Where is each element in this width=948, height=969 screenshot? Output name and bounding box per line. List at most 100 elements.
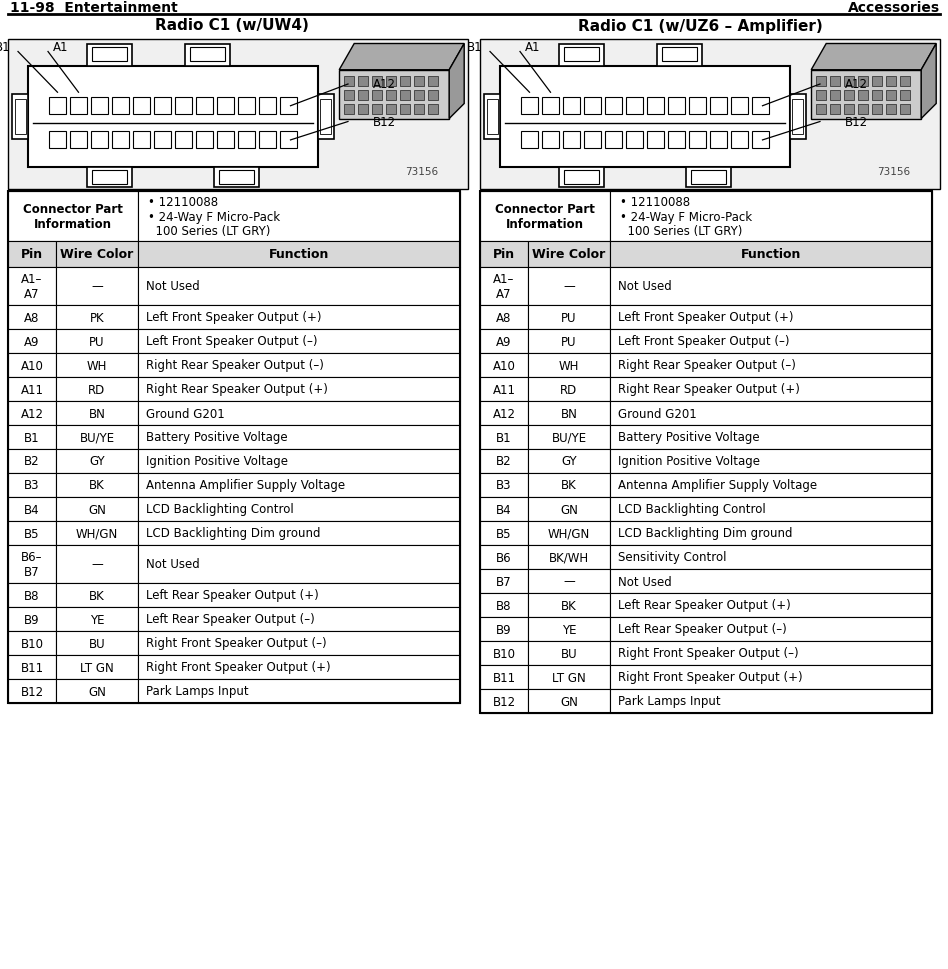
Bar	[480, 570, 528, 593]
Bar	[8, 546, 56, 583]
Bar	[610, 241, 932, 267]
Bar	[386, 90, 396, 101]
Bar	[414, 105, 424, 114]
Bar	[49, 133, 66, 149]
Bar	[8, 40, 468, 190]
Text: B5: B5	[25, 527, 40, 540]
Bar	[196, 98, 213, 115]
Text: B12: B12	[845, 116, 868, 129]
Bar	[414, 77, 424, 86]
Bar	[858, 105, 868, 114]
Text: GN: GN	[560, 503, 578, 516]
Text: B9: B9	[25, 612, 40, 626]
Bar	[8, 497, 56, 521]
Bar	[610, 593, 932, 617]
Bar	[528, 329, 610, 354]
Bar	[858, 77, 868, 86]
Bar	[528, 521, 610, 546]
Text: LCD Backlighting Control: LCD Backlighting Control	[146, 503, 294, 516]
Text: B3: B3	[496, 479, 512, 492]
Text: Sensitivity Control: Sensitivity Control	[618, 551, 726, 564]
Bar	[752, 133, 769, 149]
Bar	[8, 474, 56, 497]
Bar	[428, 77, 438, 86]
Bar	[610, 267, 932, 305]
Bar	[185, 45, 230, 67]
Text: B3: B3	[25, 479, 40, 492]
Text: Right Rear Speaker Output (–): Right Rear Speaker Output (–)	[618, 359, 796, 372]
Text: Right Front Speaker Output (+): Right Front Speaker Output (+)	[618, 671, 803, 684]
Text: Right Rear Speaker Output (–): Right Rear Speaker Output (–)	[146, 359, 324, 372]
Bar	[138, 474, 460, 497]
Bar	[154, 133, 171, 149]
Text: A9: A9	[25, 335, 40, 348]
Bar	[344, 77, 355, 86]
Text: LT GN: LT GN	[552, 671, 586, 684]
Text: Right Front Speaker Output (–): Right Front Speaker Output (–)	[618, 647, 798, 660]
Text: B2: B2	[25, 455, 40, 468]
Bar	[175, 98, 192, 115]
Bar	[480, 40, 940, 190]
Bar	[563, 98, 580, 115]
Bar	[91, 98, 108, 115]
Bar	[610, 689, 932, 713]
Bar	[386, 105, 396, 114]
Bar	[686, 168, 731, 187]
Bar	[528, 474, 610, 497]
Bar	[56, 679, 138, 703]
Bar	[56, 425, 138, 450]
Bar	[542, 98, 559, 115]
Bar	[731, 98, 748, 115]
Text: 73156: 73156	[405, 167, 438, 176]
Bar	[138, 267, 460, 305]
Bar	[610, 617, 932, 641]
Bar	[845, 90, 854, 101]
Bar	[280, 98, 297, 115]
Bar	[56, 401, 138, 425]
Bar	[480, 401, 528, 425]
Bar	[49, 98, 66, 115]
Bar	[400, 105, 410, 114]
Bar	[138, 241, 460, 267]
Text: LCD Backlighting Dim ground: LCD Backlighting Dim ground	[146, 527, 320, 540]
Text: B10: B10	[493, 647, 516, 660]
Bar	[138, 583, 460, 608]
Bar	[528, 546, 610, 570]
Bar	[56, 608, 138, 632]
Text: Right Rear Speaker Output (+): Right Rear Speaker Output (+)	[618, 383, 800, 396]
Bar	[344, 90, 355, 101]
Bar	[373, 90, 382, 101]
Bar	[259, 98, 276, 115]
Bar	[563, 133, 580, 149]
Bar	[8, 267, 56, 305]
Text: Connector Part
Information: Connector Part Information	[23, 203, 123, 231]
Bar	[528, 593, 610, 617]
Bar	[56, 583, 138, 608]
Text: GN: GN	[560, 695, 578, 707]
Text: A10: A10	[493, 359, 516, 372]
Bar	[668, 133, 685, 149]
Text: A1–
A7: A1– A7	[493, 272, 515, 300]
Bar	[138, 450, 460, 474]
Text: Park Lamps Input: Park Lamps Input	[618, 695, 720, 707]
Bar	[790, 95, 806, 141]
Bar	[56, 241, 138, 267]
Text: WH: WH	[87, 359, 107, 372]
Bar	[480, 521, 528, 546]
Text: BN: BN	[88, 407, 105, 421]
Bar	[558, 45, 604, 67]
Bar	[138, 655, 460, 679]
Bar	[8, 241, 56, 267]
Text: B10: B10	[21, 637, 44, 650]
Bar	[8, 632, 56, 655]
Bar	[8, 329, 56, 354]
Bar	[15, 100, 26, 136]
Bar	[558, 168, 604, 187]
Bar	[280, 133, 297, 149]
Bar	[133, 133, 150, 149]
Bar	[175, 133, 192, 149]
Text: Antenna Amplifier Supply Voltage: Antenna Amplifier Supply Voltage	[146, 479, 345, 492]
Bar	[56, 521, 138, 546]
Bar	[414, 90, 424, 101]
Text: BK/WH: BK/WH	[549, 551, 589, 564]
